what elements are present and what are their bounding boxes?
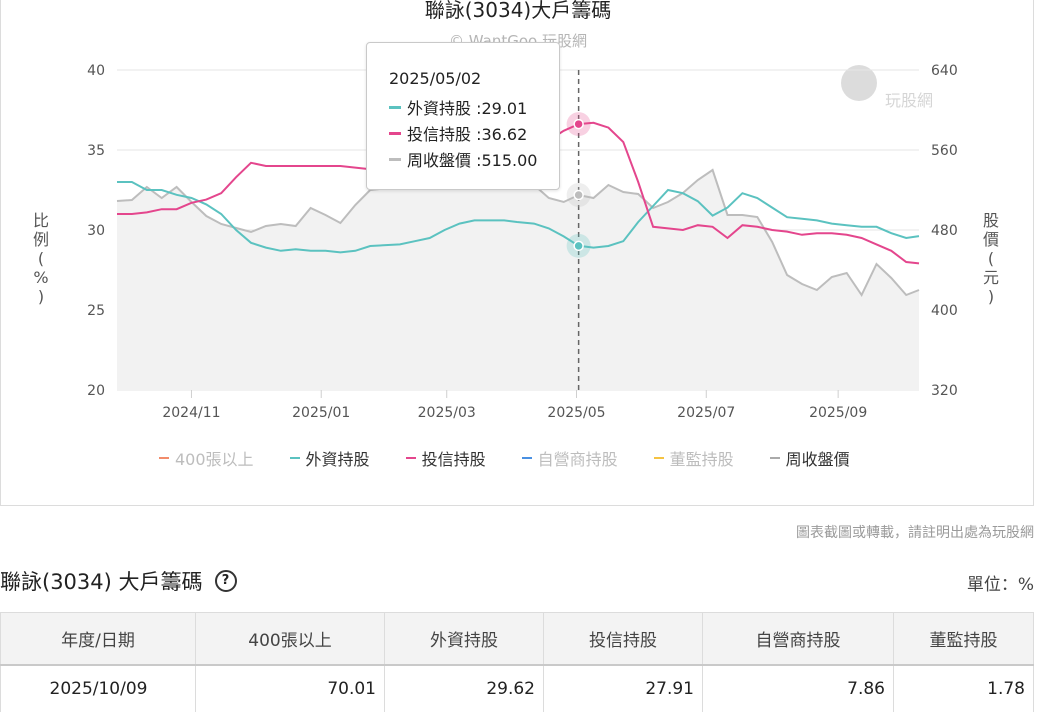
x-tick-label: 2025/05 — [547, 405, 605, 421]
cell-directors: 1.78 — [893, 665, 1034, 712]
legend-label: 投信持股 — [421, 450, 486, 469]
y-axis-title-left: ) — [38, 287, 44, 306]
screenshot-credit: 圖表截圖或轉載，請註明出處為玩股網 — [796, 525, 1034, 541]
watermark-icon — [841, 65, 877, 101]
tooltip-date: 2025/05/02 — [389, 69, 482, 88]
col-header-foreign[interactable]: 外資持股 — [384, 612, 544, 666]
help-icon[interactable]: ? — [214, 570, 237, 592]
legend-label: 外資持股 — [305, 450, 370, 469]
cell-dealer: 7.86 — [702, 665, 894, 712]
legend-item-trust[interactable]: 投信持股 — [405, 446, 486, 470]
col-header-trust[interactable]: 投信持股 — [543, 612, 703, 666]
y-tick-right: 320 — [931, 383, 958, 399]
y-axis-title-left: 比 — [33, 211, 49, 230]
tooltip-row-text: 投信持股 :36.62 — [407, 125, 528, 144]
section-title: 聯詠(3034) 大戶籌碼 ? — [0, 566, 237, 596]
legend-label: 自營商持股 — [537, 450, 618, 469]
legend-swatch — [769, 457, 780, 459]
tooltip-row-foreign: 外資持股 :29.01 — [389, 94, 559, 120]
y-tick-right: 640 — [931, 63, 958, 79]
highlight-point-price — [573, 189, 584, 201]
legend-item-400-lots[interactable]: 400張以上 — [159, 446, 254, 470]
holdings-table: 年度/日期 400張以上 外資持股 投信持股 自營商持股 董監持股 2025/1… — [0, 612, 1034, 712]
highlight-point-foreign — [573, 240, 584, 252]
watermark-text: 玩股網 — [885, 91, 933, 110]
y-tick-right: 480 — [931, 223, 958, 239]
x-tick-label: 2025/03 — [418, 405, 476, 421]
section-title-text: 聯詠(3034) 大戶籌碼 — [0, 570, 203, 594]
legend-item-dealer[interactable]: 自營商持股 — [521, 446, 618, 470]
y-tick-right: 560 — [931, 143, 958, 159]
legend-swatch — [289, 457, 300, 459]
y-tick-left: 35 — [87, 143, 105, 159]
table-row: 2025/10/09 70.01 29.62 27.91 7.86 1.78 — [0, 665, 1034, 712]
x-tick-label: 2025/09 — [809, 405, 867, 421]
series-line-foreign — [117, 181, 920, 254]
tooltip-row-trust: 投信持股 :36.62 — [389, 120, 559, 146]
series-line-trust — [117, 121, 920, 265]
y-axis-title-right: ) — [988, 287, 994, 306]
cell-foreign: 29.62 — [384, 665, 544, 712]
col-header-dealer[interactable]: 自營商持股 — [702, 612, 894, 666]
col-header-400-lots[interactable]: 400張以上 — [195, 612, 385, 666]
tooltip-row-price: 周收盤價 :515.00 — [389, 146, 559, 172]
chart-tooltip: 2025/05/02 外資持股 :29.01 投信持股 :36.62 周收盤價 … — [366, 42, 560, 190]
legend-item-price[interactable]: 周收盤價 — [769, 446, 850, 470]
col-header-directors[interactable]: 董監持股 — [893, 612, 1034, 666]
tooltip-swatch — [389, 131, 401, 135]
chart-legend: 400張以上 外資持股 投信持股 自營商持股 董監持股 周收盤價 — [159, 446, 886, 470]
tooltip-row-text: 外資持股 :29.01 — [407, 99, 528, 118]
legend-label: 400張以上 — [175, 450, 254, 469]
legend-swatch — [405, 457, 416, 459]
y-tick-left: 25 — [87, 303, 105, 319]
y-tick-right: 400 — [931, 303, 958, 319]
legend-swatch — [521, 457, 532, 459]
price-area — [117, 170, 919, 390]
unit-label: 單位：% — [966, 575, 1034, 595]
x-tick-label: 2025/07 — [677, 405, 735, 421]
cell-400-lots: 70.01 — [195, 665, 385, 712]
y-axis-title-right: 價 — [983, 230, 999, 249]
legend-item-foreign[interactable]: 外資持股 — [289, 446, 370, 470]
highlight-point-trust — [573, 118, 584, 130]
y-tick-left: 20 — [87, 383, 105, 399]
legend-label: 董監持股 — [669, 450, 734, 469]
tooltip-row-text: 周收盤價 :515.00 — [407, 151, 538, 170]
legend-label: 周收盤價 — [785, 450, 850, 469]
legend-item-directors[interactable]: 董監持股 — [653, 446, 734, 470]
tooltip-swatch — [389, 157, 401, 161]
y-axis-title-left: ( — [38, 249, 44, 268]
series-line-price — [116, 168, 920, 298]
legend-swatch — [159, 457, 169, 459]
y-axis-title-right: 股 — [983, 211, 999, 230]
tooltip-swatch — [389, 105, 401, 109]
watermark-logo: 玩股網 — [841, 65, 933, 110]
y-tick-left: 30 — [87, 223, 105, 239]
x-tick-label: 2024/11 — [162, 405, 220, 421]
y-axis-title-left: % — [33, 268, 48, 287]
cell-date: 2025/10/09 — [0, 665, 196, 712]
y-axis-title-right: ( — [988, 249, 994, 268]
legend-swatch — [653, 457, 664, 459]
chart-card: 聯詠(3034)大戶籌碼 © WantGoo 玩股網 玩股網 40 640 35 560 30… — [0, 0, 1034, 506]
chart-title: 聯詠(3034)大戶籌碼 — [425, 0, 612, 22]
x-tick-label: 2025/01 — [292, 405, 350, 421]
col-header-date[interactable]: 年度/日期 — [0, 612, 196, 666]
table-header-row: 年度/日期 400張以上 外資持股 投信持股 自營商持股 董監持股 — [0, 612, 1034, 666]
y-axis-title-right: 元 — [983, 268, 999, 287]
cell-trust: 27.91 — [543, 665, 703, 712]
y-tick-left: 40 — [87, 63, 105, 79]
y-axis-title-left: 例 — [33, 230, 49, 249]
